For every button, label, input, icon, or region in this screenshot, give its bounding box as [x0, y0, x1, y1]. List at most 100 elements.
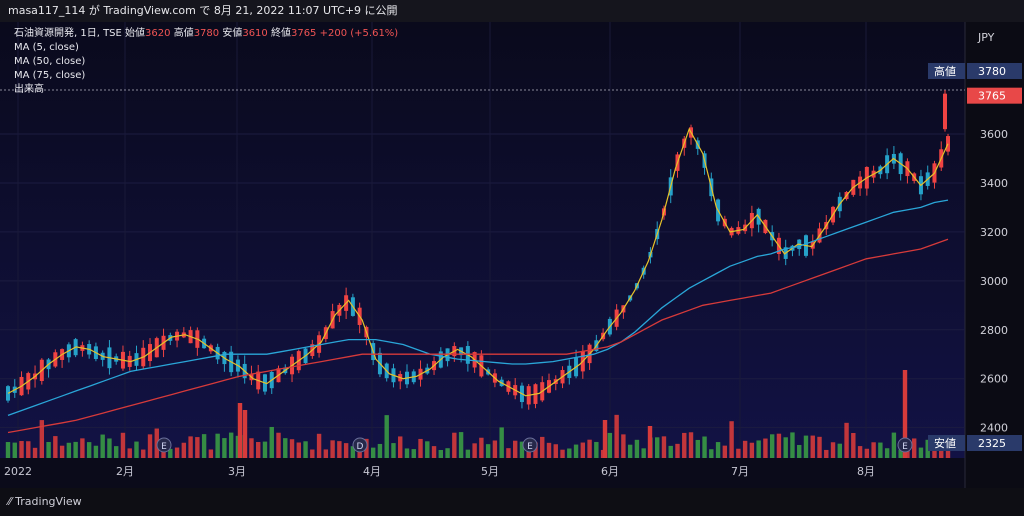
volume-bar [634, 439, 640, 458]
volume-bar [817, 436, 822, 458]
volume-bar [790, 432, 795, 458]
volume-bar [86, 442, 92, 458]
tradingview-logo[interactable]: ⁄⁄ TradingView [8, 495, 82, 508]
volume-bar [573, 444, 579, 458]
volume-bar [458, 432, 464, 458]
volume-bar [485, 444, 491, 458]
volume-bar [53, 436, 58, 458]
volume-bar [580, 442, 586, 458]
volume-bar [120, 432, 126, 458]
volume-bar [100, 434, 105, 458]
volume-bar [749, 442, 755, 458]
volume-bar [418, 438, 423, 458]
y-tick-label: 2400 [980, 422, 1008, 435]
event-marker-icon[interactable] [156, 437, 172, 453]
volume-bar [168, 448, 173, 458]
volume-bar [59, 445, 65, 458]
volume-bar [39, 420, 45, 458]
volume-bar [607, 432, 613, 458]
volume-bar [519, 441, 525, 458]
volume-bar [797, 444, 802, 458]
volume-bar [621, 434, 626, 458]
volume-bar [837, 443, 842, 458]
volume-bar [602, 420, 608, 458]
volume-bar [871, 442, 876, 458]
volume-bar [803, 435, 809, 458]
volume-bar [512, 440, 518, 458]
ma5-line [7, 127, 949, 397]
volume-bar [445, 448, 450, 458]
event-marker-label: E [902, 442, 908, 452]
volume-bar [567, 448, 572, 458]
volume-bar [377, 443, 383, 458]
y-tick-label: 2600 [980, 373, 1008, 386]
volume-bar [114, 446, 119, 458]
volume-bar [256, 442, 261, 458]
x-tick-label: 5月 [481, 465, 499, 478]
volume-bar [303, 441, 308, 458]
volume-bar [316, 433, 322, 458]
volume-bar [763, 438, 768, 458]
legend-ma75[interactable]: MA (75, close) [14, 70, 86, 81]
volume-bar [682, 432, 687, 458]
volume-bar [884, 448, 890, 458]
volume-bar [627, 444, 633, 458]
volume-bar [269, 426, 274, 458]
volume-bar [857, 446, 863, 458]
y-tick-label: 2800 [980, 324, 1008, 337]
legend-ma5[interactable]: MA (5, close) [14, 42, 79, 53]
volume-bar [891, 432, 897, 458]
y-tick-label: 3000 [980, 275, 1008, 288]
price-chart[interactable]: E D E E 3600 3400 3200 3000 2800 2600 2400 JPY 202… [0, 22, 1024, 488]
last-price-tag: 3765 [978, 90, 1006, 103]
volume-bar [228, 432, 234, 458]
legend-ma50[interactable]: MA (50, close) [14, 56, 86, 67]
volume-bar [330, 440, 335, 458]
volume-bar [296, 442, 301, 458]
chart-legend: 石油資源開発, 1日, TSE 始値3620 高値3780 安値3610 終値3… [14, 27, 398, 97]
volume-bar [851, 432, 856, 458]
volume-bar [925, 439, 930, 458]
y-tick-label: 3400 [980, 177, 1008, 190]
volume-bar [810, 435, 815, 458]
candle-body [943, 93, 947, 130]
volume-bar [898, 449, 903, 458]
event-marker-icon[interactable] [522, 437, 538, 453]
volume-bar [918, 447, 924, 458]
volume-bar [830, 442, 836, 458]
volume-bar [695, 439, 700, 458]
volume-bar [647, 426, 653, 458]
volume-bar [73, 441, 78, 458]
volume-bar [19, 441, 24, 458]
event-marker-icon[interactable] [897, 437, 913, 453]
legend-volume[interactable]: 出来高 [14, 84, 44, 95]
volume-bar [411, 449, 416, 458]
volume-bar [668, 445, 673, 458]
volume-bar [161, 447, 166, 458]
low-tag-label: 安値 [934, 436, 956, 450]
volume-bar [181, 442, 187, 458]
event-marker-label: D [357, 442, 364, 452]
volume-bar [756, 440, 761, 458]
volume-bar [533, 442, 538, 458]
volume-bar [492, 440, 498, 458]
x-tick-label: 3月 [228, 465, 246, 478]
change-value: +200 (+5.61%) [319, 28, 399, 39]
footer-bar: ⁄⁄ TradingView [0, 488, 1024, 516]
low-label: 安値 [222, 28, 243, 39]
volume-bar [370, 447, 376, 458]
volume-bar [215, 433, 220, 458]
volume-bar [465, 449, 471, 458]
volume-bar [641, 448, 646, 458]
volume-bar [783, 437, 788, 458]
volume-bar [46, 441, 51, 458]
volume-bar [398, 436, 403, 458]
y-tick-label: 3600 [980, 128, 1008, 141]
volume-bar [844, 422, 849, 458]
volume-bar [323, 449, 329, 458]
volume-bar [242, 410, 248, 458]
volume-bar [553, 444, 558, 458]
volume-bar [709, 449, 714, 458]
volume-bar [560, 449, 565, 458]
event-marker-icon[interactable] [352, 437, 368, 453]
